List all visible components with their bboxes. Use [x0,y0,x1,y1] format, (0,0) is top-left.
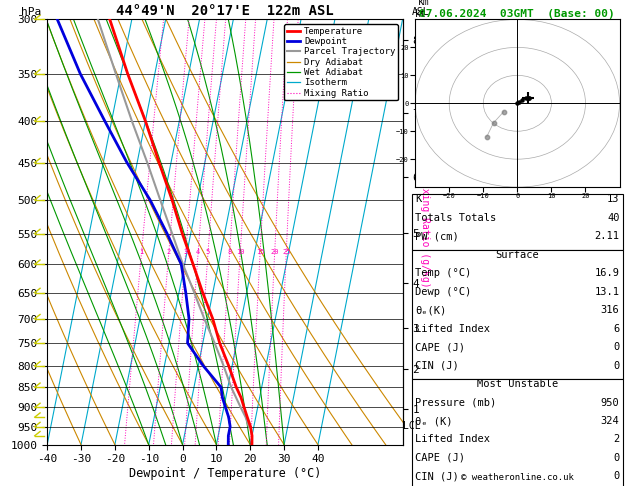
Point [513,100,523,107]
Point [514,99,524,106]
Text: 950: 950 [601,398,620,408]
Legend: Temperature, Dewpoint, Parcel Trajectory, Dry Adiabat, Wet Adiabat, Isotherm, Mi: Temperature, Dewpoint, Parcel Trajectory… [284,24,398,101]
Text: CIN (J): CIN (J) [415,361,459,371]
Point [524,94,534,102]
Text: LCL: LCL [403,421,421,431]
Text: Temp (°C): Temp (°C) [415,268,471,278]
Text: Surface: Surface [496,250,539,260]
Point [518,97,528,104]
Text: 6: 6 [613,324,620,334]
Point [489,119,499,127]
Text: kt: kt [415,9,427,18]
Text: 2: 2 [613,434,620,445]
X-axis label: Dewpoint / Temperature (°C): Dewpoint / Temperature (°C) [129,467,321,480]
Text: 5: 5 [206,249,210,255]
Text: θₑ (K): θₑ (K) [415,416,453,426]
Text: PW (cm): PW (cm) [415,231,459,242]
Text: Most Unstable: Most Unstable [477,379,558,389]
Text: K: K [415,194,421,205]
Text: 2.11: 2.11 [594,231,620,242]
Text: 25: 25 [282,249,291,255]
Text: 0: 0 [613,471,620,482]
Text: θₑ(K): θₑ(K) [415,305,447,315]
Point [499,108,509,116]
Text: 15: 15 [256,249,264,255]
Text: © weatheronline.co.uk: © weatheronline.co.uk [461,473,574,482]
Text: 10: 10 [236,249,245,255]
Text: Dewp (°C): Dewp (°C) [415,287,471,297]
Text: 07.06.2024  03GMT  (Base: 00): 07.06.2024 03GMT (Base: 00) [420,9,615,19]
Text: 0: 0 [613,342,620,352]
Text: CIN (J): CIN (J) [415,471,459,482]
Text: hPa: hPa [21,7,41,17]
Text: CAPE (J): CAPE (J) [415,453,465,463]
Point [521,94,531,102]
Text: 0: 0 [613,361,620,371]
Text: 2: 2 [167,249,171,255]
Text: 13: 13 [607,194,620,205]
Text: CAPE (J): CAPE (J) [415,342,465,352]
Text: Pressure (mb): Pressure (mb) [415,398,496,408]
Text: 3: 3 [184,249,188,255]
Text: 13.1: 13.1 [594,287,620,297]
Text: 0: 0 [613,453,620,463]
Text: 316: 316 [601,305,620,315]
Y-axis label: Mixing Ratio (g/kg): Mixing Ratio (g/kg) [420,176,430,288]
Text: km
ASL: km ASL [411,0,429,17]
Text: Totals Totals: Totals Totals [415,213,496,223]
Text: Lifted Index: Lifted Index [415,324,490,334]
Text: 324: 324 [601,416,620,426]
Text: 16.9: 16.9 [594,268,620,278]
Text: Lifted Index: Lifted Index [415,434,490,445]
Text: 8: 8 [228,249,231,255]
Text: 40: 40 [607,213,620,223]
Point [482,133,492,141]
Title: 44°49'N  20°17'E  122m ASL: 44°49'N 20°17'E 122m ASL [116,4,334,18]
Text: 1: 1 [140,249,143,255]
Text: 20: 20 [270,249,279,255]
Text: 4: 4 [196,249,200,255]
